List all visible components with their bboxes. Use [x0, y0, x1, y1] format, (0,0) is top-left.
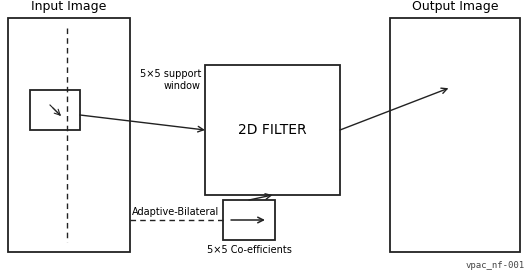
Text: 5×5 Co-efficients: 5×5 Co-efficients — [206, 245, 291, 255]
Bar — [8, 18, 130, 252]
Text: Input Image: Input Image — [31, 0, 107, 13]
Bar — [223, 200, 275, 240]
Text: vpac_nf-001: vpac_nf-001 — [466, 261, 525, 270]
Bar — [30, 90, 80, 130]
Text: 2D FILTER: 2D FILTER — [238, 123, 307, 137]
Text: Adaptive-Bilateral: Adaptive-Bilateral — [132, 207, 219, 217]
Bar — [205, 65, 340, 195]
Bar — [390, 18, 520, 252]
Text: 5×5 support
window: 5×5 support window — [140, 69, 201, 91]
Text: Output Image: Output Image — [412, 0, 498, 13]
